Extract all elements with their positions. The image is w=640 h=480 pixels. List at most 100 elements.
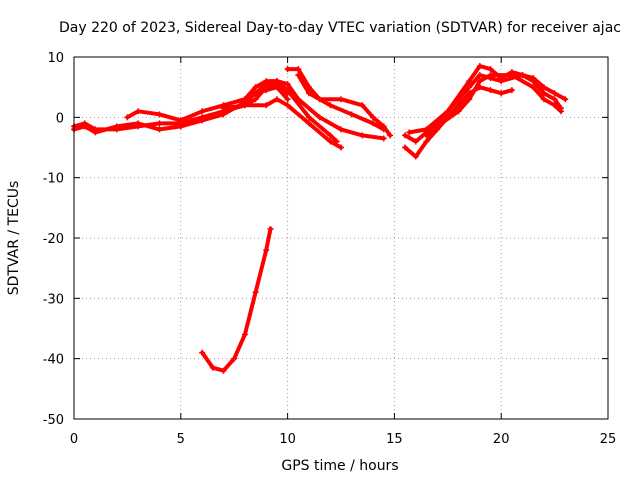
data-point xyxy=(305,120,312,127)
data-point xyxy=(252,96,259,103)
data-point xyxy=(135,108,142,115)
data-point xyxy=(220,367,227,374)
data-point xyxy=(387,132,394,139)
data-point xyxy=(263,81,270,88)
data-traces xyxy=(71,63,569,374)
y-axis-label: SDTVAR / TECUs xyxy=(6,181,22,296)
data-point xyxy=(113,123,120,130)
data-point xyxy=(220,105,227,112)
data-point xyxy=(327,132,334,139)
x-tick-label: 20 xyxy=(493,432,510,447)
data-point xyxy=(359,102,366,109)
y-tick-label: -30 xyxy=(43,292,64,307)
data-point xyxy=(348,111,355,118)
data-point xyxy=(487,72,494,79)
data-point xyxy=(540,96,547,103)
series-trace-h xyxy=(200,226,273,373)
data-point xyxy=(338,96,344,103)
data-point xyxy=(124,114,131,121)
data-point xyxy=(508,72,515,79)
data-point xyxy=(380,135,387,142)
data-point xyxy=(209,364,216,371)
data-point xyxy=(519,72,526,79)
data-point xyxy=(327,102,334,109)
data-point xyxy=(156,120,163,127)
data-point xyxy=(295,72,302,79)
y-tick-label: -50 xyxy=(43,413,64,428)
data-point xyxy=(156,111,163,118)
data-point xyxy=(402,144,409,151)
data-point xyxy=(284,81,291,88)
data-point xyxy=(476,72,483,79)
data-point xyxy=(455,102,462,109)
data-point xyxy=(551,96,558,103)
data-point xyxy=(305,114,312,121)
data-point xyxy=(220,111,227,118)
data-point xyxy=(231,355,238,362)
series-trace-g xyxy=(296,73,386,132)
data-point xyxy=(423,138,430,145)
data-point xyxy=(252,84,259,91)
y-tick-label: 10 xyxy=(47,51,64,66)
data-point xyxy=(530,84,537,91)
data-point xyxy=(273,78,280,85)
data-point xyxy=(263,102,270,109)
data-point xyxy=(402,132,409,139)
y-tick-label: -40 xyxy=(43,353,64,368)
data-point xyxy=(434,123,441,130)
data-point xyxy=(263,87,270,94)
data-point xyxy=(273,96,280,103)
data-point xyxy=(177,123,184,130)
data-point xyxy=(406,129,413,136)
data-point xyxy=(551,90,558,97)
data-point xyxy=(135,120,142,127)
data-point xyxy=(466,78,473,85)
data-point xyxy=(412,153,419,160)
data-point xyxy=(252,90,259,97)
data-point xyxy=(284,102,291,109)
data-point xyxy=(284,96,291,103)
data-point xyxy=(295,66,302,73)
x-tick-label: 0 xyxy=(70,432,78,447)
y-tick-label: -20 xyxy=(43,232,64,247)
data-point xyxy=(273,84,280,91)
data-point xyxy=(156,126,163,133)
y-tick-label: -10 xyxy=(43,172,64,187)
data-point xyxy=(540,84,547,91)
data-point xyxy=(305,90,312,97)
data-point xyxy=(476,78,483,85)
data-point xyxy=(338,126,344,133)
data-point xyxy=(455,108,462,115)
data-point xyxy=(316,114,323,121)
data-point xyxy=(81,123,88,130)
data-point xyxy=(252,289,259,296)
data-point xyxy=(267,225,274,232)
data-point xyxy=(530,75,537,82)
data-point xyxy=(92,129,99,136)
data-point xyxy=(295,96,302,103)
data-point xyxy=(444,108,451,115)
data-point xyxy=(487,66,494,73)
data-point xyxy=(487,87,494,94)
data-point xyxy=(327,138,334,145)
data-point xyxy=(199,349,206,356)
y-tick-label: 0 xyxy=(56,111,64,126)
data-point xyxy=(380,126,387,133)
x-tick-label: 5 xyxy=(177,432,185,447)
data-point xyxy=(562,96,569,103)
data-point xyxy=(558,108,565,115)
data-point xyxy=(370,114,377,121)
x-tick-label: 10 xyxy=(279,432,296,447)
data-point xyxy=(423,126,430,133)
data-point xyxy=(199,117,206,124)
data-point xyxy=(241,102,248,109)
data-point xyxy=(263,247,270,254)
data-point xyxy=(241,96,248,103)
data-point xyxy=(498,90,505,97)
data-point xyxy=(423,132,430,139)
x-tick-label: 15 xyxy=(386,432,403,447)
data-point xyxy=(466,96,473,103)
x-tick-label: 25 xyxy=(600,432,617,447)
data-point xyxy=(551,102,558,109)
